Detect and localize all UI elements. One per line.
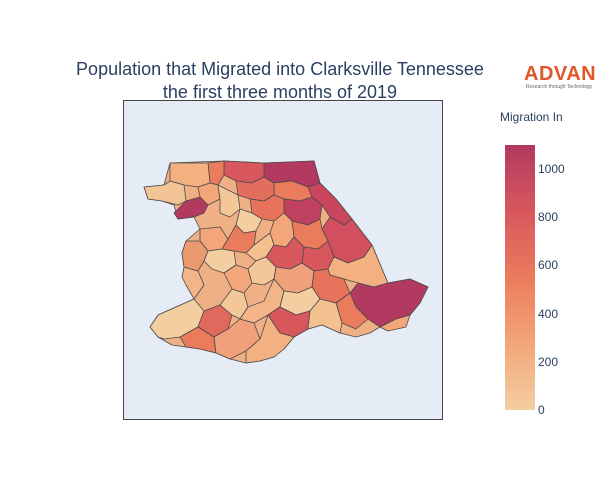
colorbar-tick-label: 1000 [538,162,565,177]
choropleth-map[interactable] [124,101,442,419]
colorbar-tick-label: 800 [538,210,559,225]
county-region[interactable] [217,184,241,218]
colorbar-tick-label: 600 [538,258,559,273]
logo-wordmark: ADVAN [524,63,597,85]
county-region[interactable] [143,180,187,206]
map-area[interactable] [123,100,443,420]
county-region[interactable] [307,298,343,334]
county-region[interactable] [379,314,411,332]
advan-logo: ADVAN Research through Technology [524,63,597,91]
title-line-2: the first three months of 2019 [162,82,398,102]
map-title: Population that Migrated into Clarksvill… [0,58,560,104]
county-region[interactable] [245,314,295,364]
colorbar-tick-label: 400 [538,306,559,321]
colorbar-tick-label: 0 [538,403,545,417]
colorbar-tick-label: 200 [538,354,559,369]
title-line-1: Population that Migrated into Clarksvill… [76,59,484,79]
county-region[interactable] [221,224,257,254]
colorbar-gradient [505,145,535,410]
colorbar-title: Migration In [500,110,563,124]
logo-tagline: Research through Technology [525,84,593,90]
